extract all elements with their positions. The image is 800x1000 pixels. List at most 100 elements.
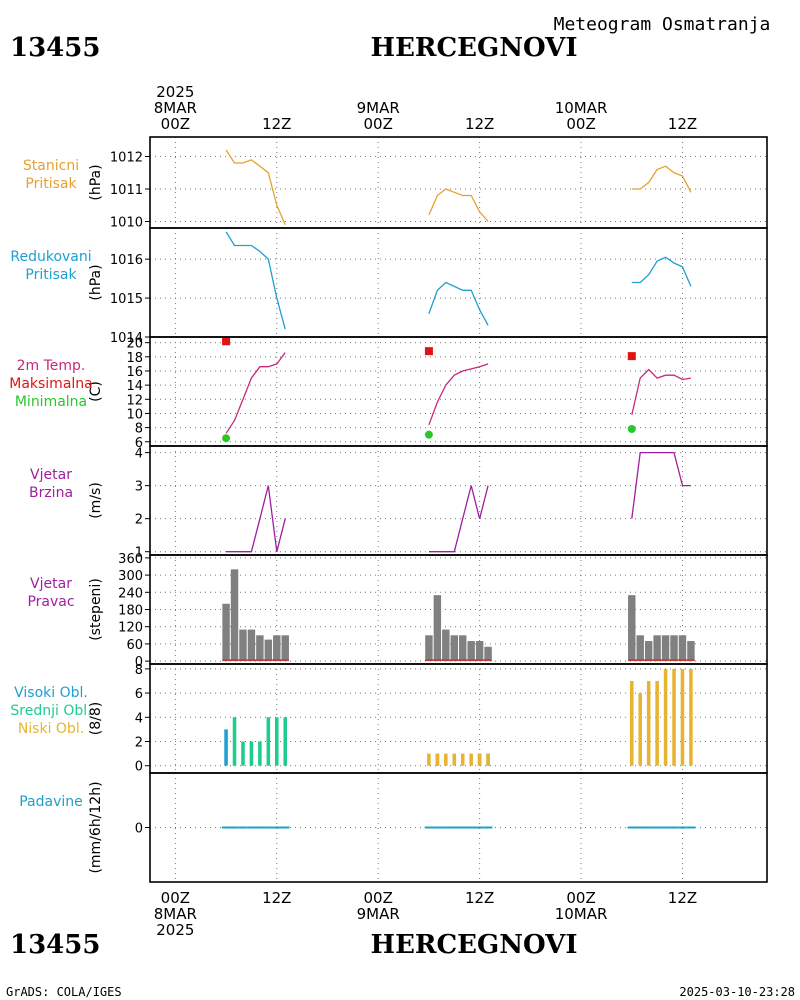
precip-bar (272, 826, 282, 829)
panel-label: Srednji Obl. (10, 703, 91, 719)
time-label-bottom: 10MAR (555, 905, 608, 923)
panel-precipitation: 0 (mm/6h/12h) Padavine (19, 772, 768, 883)
wind-direction-bar (450, 635, 458, 662)
y-tick-label: 1 (135, 546, 143, 561)
y-axis-unit: (stepeni) (88, 578, 104, 641)
series-line (631, 165, 692, 193)
tmax-marker (222, 337, 231, 346)
panel-reduced_pressure: 1014 1015 1016 (hPa)Redukovani Pritisak (10, 227, 768, 346)
meteogram-panels: 101010111012(hPa)StanicniPritisak1014101… (9, 136, 768, 883)
wind-direction-bar (467, 641, 475, 662)
y-tick-label: 20 (126, 337, 143, 352)
cloud-bar (469, 753, 473, 766)
y-tick-label: 0 (135, 655, 143, 670)
time-label-top: 10MAR (555, 99, 608, 117)
cloud-bar (258, 741, 262, 766)
series-line (225, 352, 286, 434)
cloud-bar (646, 680, 651, 766)
series-line (226, 485, 286, 553)
precip-bar (281, 826, 290, 829)
y-axis: 0 2 4 6 8 (135, 663, 150, 775)
wind-direction-bar (628, 595, 636, 662)
y-axis-unit: (hPa) (88, 164, 104, 200)
station-id-top: 13455 (10, 33, 100, 63)
time-label-top: 12Z (262, 115, 291, 133)
y-axis: 1010 1011 1012 (110, 151, 150, 231)
panel-grid (150, 137, 767, 228)
cloud-bar (224, 729, 228, 766)
precip-bar (255, 826, 265, 829)
y-tick-label: 8 (135, 422, 143, 437)
panel-label: Padavine (19, 794, 83, 810)
panel-label: Vjetar (30, 467, 72, 483)
cloud-bar (266, 717, 271, 766)
panel-label: Minimalna (15, 394, 87, 410)
series-line (428, 281, 489, 326)
wind-direction-bar (670, 635, 678, 662)
panel-data (225, 231, 692, 330)
precip-bar (230, 826, 239, 829)
y-axis: 1 2 3 4 (135, 447, 150, 561)
y-tick-label: 120 (118, 621, 143, 636)
panel-border (149, 445, 768, 556)
panel-border (149, 136, 768, 229)
precip-bar (644, 826, 653, 829)
y-tick-label: 0 (135, 822, 143, 837)
y-axis: 0 (135, 822, 150, 837)
wind-direction-bar (425, 635, 433, 662)
y-tick-label: 18 (126, 351, 143, 366)
cloud-bar (249, 741, 254, 766)
wind-direction-bar (475, 641, 484, 662)
y-axis-unit: (mm/6h/12h) (88, 781, 104, 873)
y-tick-label: 1012 (110, 151, 143, 166)
y-tick-label: 10 (126, 407, 143, 422)
wind-direction-bar (256, 635, 264, 662)
series-line (225, 231, 286, 330)
y-tick-label: 16 (126, 365, 143, 380)
y-tick-label: 2 (135, 513, 143, 528)
series-line (428, 485, 489, 553)
y-tick-label: 4 (135, 711, 143, 726)
panel-label: Pravac (27, 594, 74, 610)
y-tick-label: 6 (135, 687, 143, 702)
wind-direction-bar (459, 635, 467, 662)
panel-grid (150, 337, 767, 446)
cloud-bar (680, 668, 685, 766)
precip-bar (441, 826, 451, 829)
tmin-marker (627, 425, 636, 434)
station-name-bottom: HERCEGNOVI (371, 930, 578, 960)
y-axis: 1014 1015 1016 (110, 253, 150, 346)
precip-bar (483, 826, 493, 829)
y-axis: 0 60 120 180 240 300 360 (118, 552, 150, 670)
tmax-marker (627, 352, 636, 361)
precip-bar (652, 826, 662, 829)
time-label-bottom: 12Z (668, 889, 697, 907)
wind-direction-bar (484, 646, 492, 662)
y-tick-label: 240 (118, 586, 143, 601)
wind-direction-bar (442, 629, 450, 662)
time-label-top: 00Z (161, 115, 190, 133)
precip-bar (458, 826, 467, 829)
y-tick-label: 2 (135, 736, 143, 751)
precip-bar (433, 826, 442, 829)
time-label-top: 8MAR (154, 99, 197, 117)
panel-label: Visoki Obl. (14, 685, 88, 701)
time-label-bottom: 9MAR (357, 905, 400, 923)
wind-direction-bar (644, 641, 653, 662)
series-line (631, 451, 691, 519)
cloud-bar (241, 741, 245, 766)
panel-label: Maksimalna (9, 376, 93, 392)
wind-direction-bar (264, 639, 273, 662)
station-name-top: HERCEGNOVI (371, 33, 578, 63)
wind-direction-bar (230, 569, 239, 662)
panel-grid (150, 446, 767, 555)
time-label-bottom: 12Z (465, 889, 494, 907)
y-axis-unit: (C) (88, 381, 104, 402)
time-label-top: 12Z (668, 115, 697, 133)
panel-wind_direction: 0 60 120 180 240 300 360 (stepeni) Vjetar Pravac (27, 552, 768, 670)
panel-data (221, 826, 696, 829)
cloud-bar (663, 668, 668, 766)
